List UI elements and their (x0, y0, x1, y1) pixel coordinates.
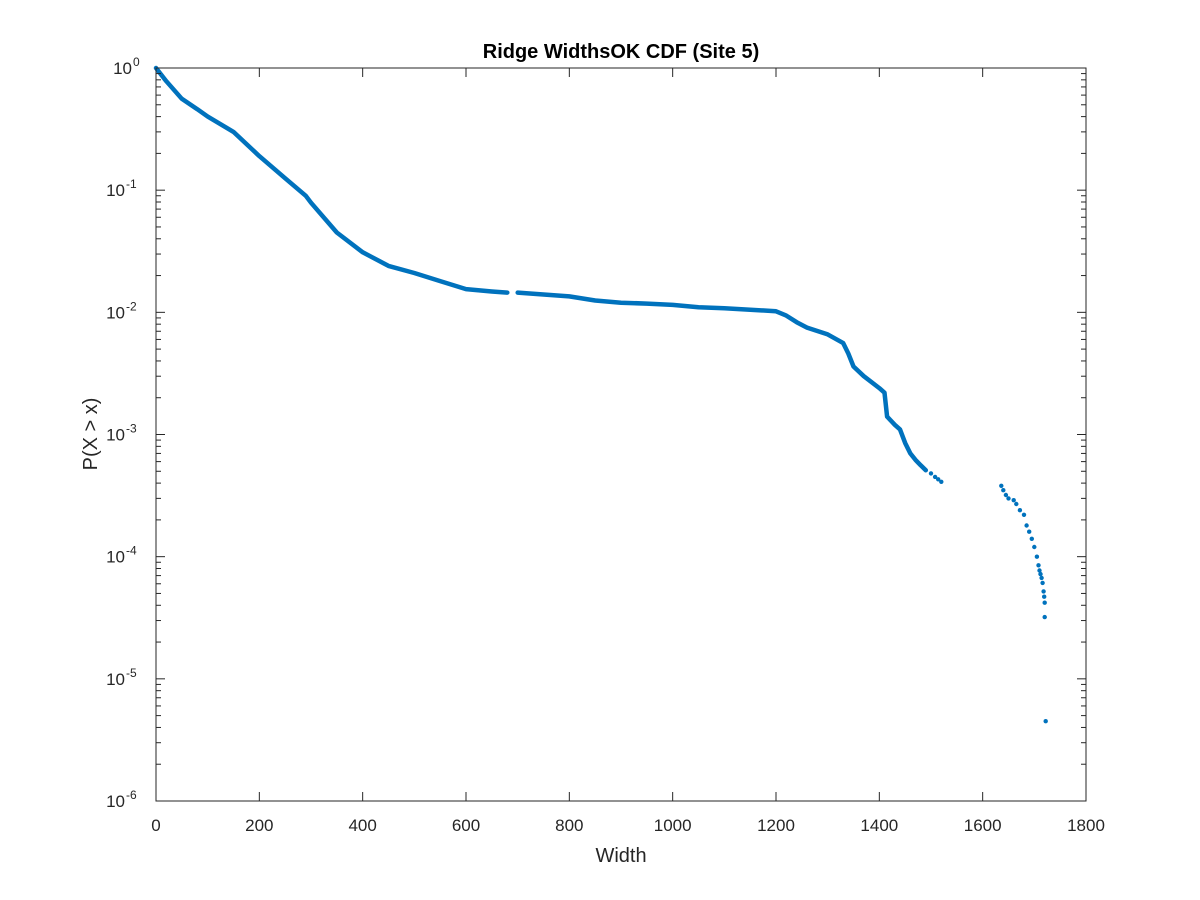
data-point-2 (932, 474, 938, 480)
data-point-4 (939, 479, 944, 484)
data-point-9 (1011, 498, 1016, 503)
data-point-23 (1041, 589, 1046, 594)
x-tick-label: 1400 (860, 816, 898, 835)
x-tick-label: 1000 (654, 816, 692, 835)
x-tick-label: 1600 (964, 816, 1002, 835)
plot-frame (155, 67, 1087, 802)
data-point-1 (928, 471, 934, 476)
data-point-24 (1042, 594, 1047, 599)
y-tick-label-exponent: -1 (126, 177, 137, 191)
axis-ticks (155, 67, 1087, 802)
y-tick-label-exponent: -3 (126, 422, 137, 436)
data-point-22 (1040, 580, 1045, 586)
y-tick-label-exponent: -5 (126, 666, 137, 680)
chart-title: Ridge WidthsOK CDF (Site 5) (483, 41, 759, 63)
y-tick-label-base: 10 (106, 792, 125, 811)
data-point-15 (1029, 536, 1035, 541)
x-tick-label: 0 (151, 816, 160, 835)
data-point-8 (1006, 496, 1011, 501)
data-point-5 (999, 483, 1004, 488)
x-tick-label: 400 (348, 816, 376, 835)
data-point-18 (1036, 563, 1041, 568)
data-point-16 (1032, 544, 1037, 550)
x-axis-title: Width (595, 845, 646, 867)
data-point-12 (1021, 512, 1027, 517)
data-point-17 (1034, 554, 1040, 559)
plot-background (156, 68, 1086, 801)
data-point-26 (1042, 614, 1047, 620)
data-point-6 (1001, 488, 1006, 493)
y-tick-label-exponent: -6 (126, 788, 137, 802)
data-point-11 (1017, 508, 1023, 513)
data-point-20 (1038, 571, 1043, 577)
x-tick-label: 600 (452, 816, 480, 835)
x-tick-label: 800 (555, 816, 583, 835)
data-point-10 (1014, 501, 1019, 507)
y-tick-label-base: 10 (106, 670, 125, 689)
data-point-3 (936, 477, 941, 482)
y-tick-label-base: 10 (106, 548, 125, 567)
x-tick-labels: 0 200 400 600 800 1000 1200 1400 1600 1800 (151, 816, 1105, 835)
y-tick-label-base: 10 (106, 303, 125, 322)
data-curve-segment-2 (515, 290, 929, 473)
data-point-14 (1027, 529, 1032, 534)
x-tick-label: 1800 (1067, 816, 1105, 835)
data-point-27 (1043, 719, 1048, 724)
x-tick-label: 200 (245, 816, 273, 835)
data-point-19 (1037, 568, 1042, 573)
data-point-7 (1003, 492, 1009, 498)
y-tick-label-base: 10 (113, 59, 132, 78)
data-point-25 (1042, 600, 1047, 605)
y-tick-label-exponent: 0 (133, 55, 140, 69)
y-tick-label-base: 10 (106, 426, 125, 445)
y-tick-label-exponent: -2 (126, 299, 137, 313)
data-point-13 (1024, 523, 1029, 528)
x-tick-label: 1200 (757, 816, 795, 835)
data-marks (153, 65, 1048, 724)
y-tick-label-exponent: -4 (126, 544, 137, 558)
y-axis-title: P(X > x) (80, 398, 102, 471)
y-tick-label-base: 10 (106, 181, 125, 200)
data-point-21 (1039, 575, 1044, 581)
data-curve-segment-1 (153, 65, 510, 295)
